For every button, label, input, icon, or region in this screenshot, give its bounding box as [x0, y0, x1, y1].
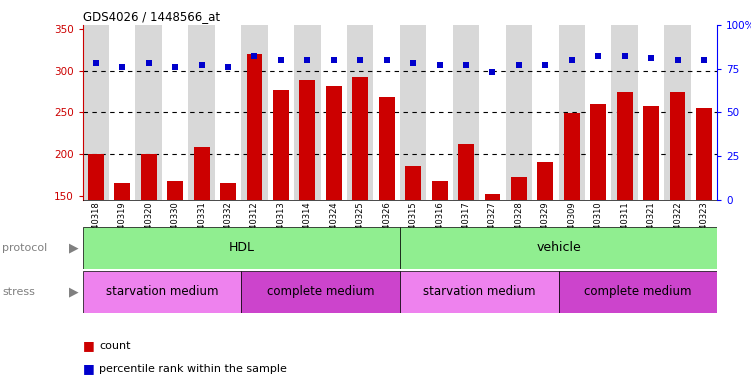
Text: ■: ■ — [83, 362, 95, 375]
Text: ▶: ▶ — [69, 285, 79, 298]
Bar — [135, 25, 162, 200]
Text: protocol: protocol — [2, 243, 47, 253]
Bar — [538, 162, 553, 200]
Bar — [109, 25, 135, 200]
Bar — [453, 25, 479, 200]
Text: stress: stress — [2, 287, 35, 297]
Bar — [267, 25, 294, 200]
Bar — [617, 91, 632, 200]
Bar — [83, 25, 109, 200]
Bar — [611, 25, 638, 200]
Bar — [379, 96, 394, 200]
Bar — [564, 113, 580, 200]
Text: count: count — [99, 341, 131, 351]
Bar — [189, 25, 215, 200]
Text: vehicle: vehicle — [536, 241, 581, 254]
Bar — [294, 25, 321, 200]
Bar — [406, 166, 421, 200]
Bar — [427, 25, 453, 200]
Bar — [241, 271, 400, 313]
Bar — [246, 54, 262, 200]
Bar — [532, 25, 559, 200]
Bar — [400, 271, 559, 313]
Bar — [167, 180, 183, 200]
Bar — [140, 154, 157, 200]
Bar — [400, 25, 427, 200]
Bar — [590, 104, 606, 200]
Bar — [511, 177, 526, 200]
Bar — [352, 76, 368, 200]
Bar — [559, 25, 585, 200]
Text: ■: ■ — [83, 339, 95, 352]
Bar — [300, 80, 315, 200]
Bar — [273, 90, 289, 200]
Bar — [585, 25, 611, 200]
Bar — [326, 86, 342, 200]
Bar — [114, 183, 130, 200]
Bar — [458, 144, 474, 200]
Bar — [643, 106, 659, 200]
Text: complete medium: complete medium — [584, 285, 692, 298]
Bar — [691, 25, 717, 200]
Bar — [83, 227, 400, 269]
Text: percentile rank within the sample: percentile rank within the sample — [99, 364, 287, 374]
Bar — [665, 25, 691, 200]
Bar — [83, 271, 241, 313]
Bar — [400, 227, 717, 269]
Text: ▶: ▶ — [69, 241, 79, 254]
Text: HDL: HDL — [228, 241, 255, 254]
Bar — [505, 25, 532, 200]
Bar — [373, 25, 400, 200]
Bar — [194, 147, 210, 200]
Bar — [696, 108, 712, 200]
Bar — [347, 25, 373, 200]
Bar — [559, 271, 717, 313]
Bar — [479, 25, 505, 200]
Text: complete medium: complete medium — [267, 285, 374, 298]
Bar — [162, 25, 189, 200]
Bar — [638, 25, 665, 200]
Bar — [220, 183, 236, 200]
Bar — [670, 91, 686, 200]
Bar — [484, 194, 500, 200]
Text: GDS4026 / 1448566_at: GDS4026 / 1448566_at — [83, 10, 220, 23]
Bar — [215, 25, 241, 200]
Bar — [321, 25, 347, 200]
Bar — [88, 154, 104, 200]
Bar — [432, 180, 448, 200]
Text: starvation medium: starvation medium — [106, 285, 219, 298]
Text: starvation medium: starvation medium — [423, 285, 535, 298]
Bar — [241, 25, 267, 200]
